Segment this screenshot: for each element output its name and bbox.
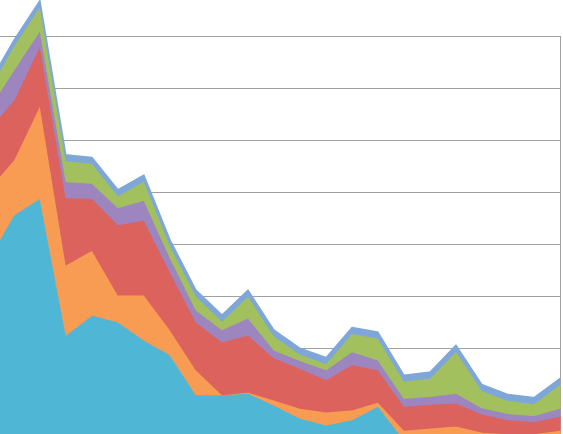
area-series — [0, 0, 561, 405]
